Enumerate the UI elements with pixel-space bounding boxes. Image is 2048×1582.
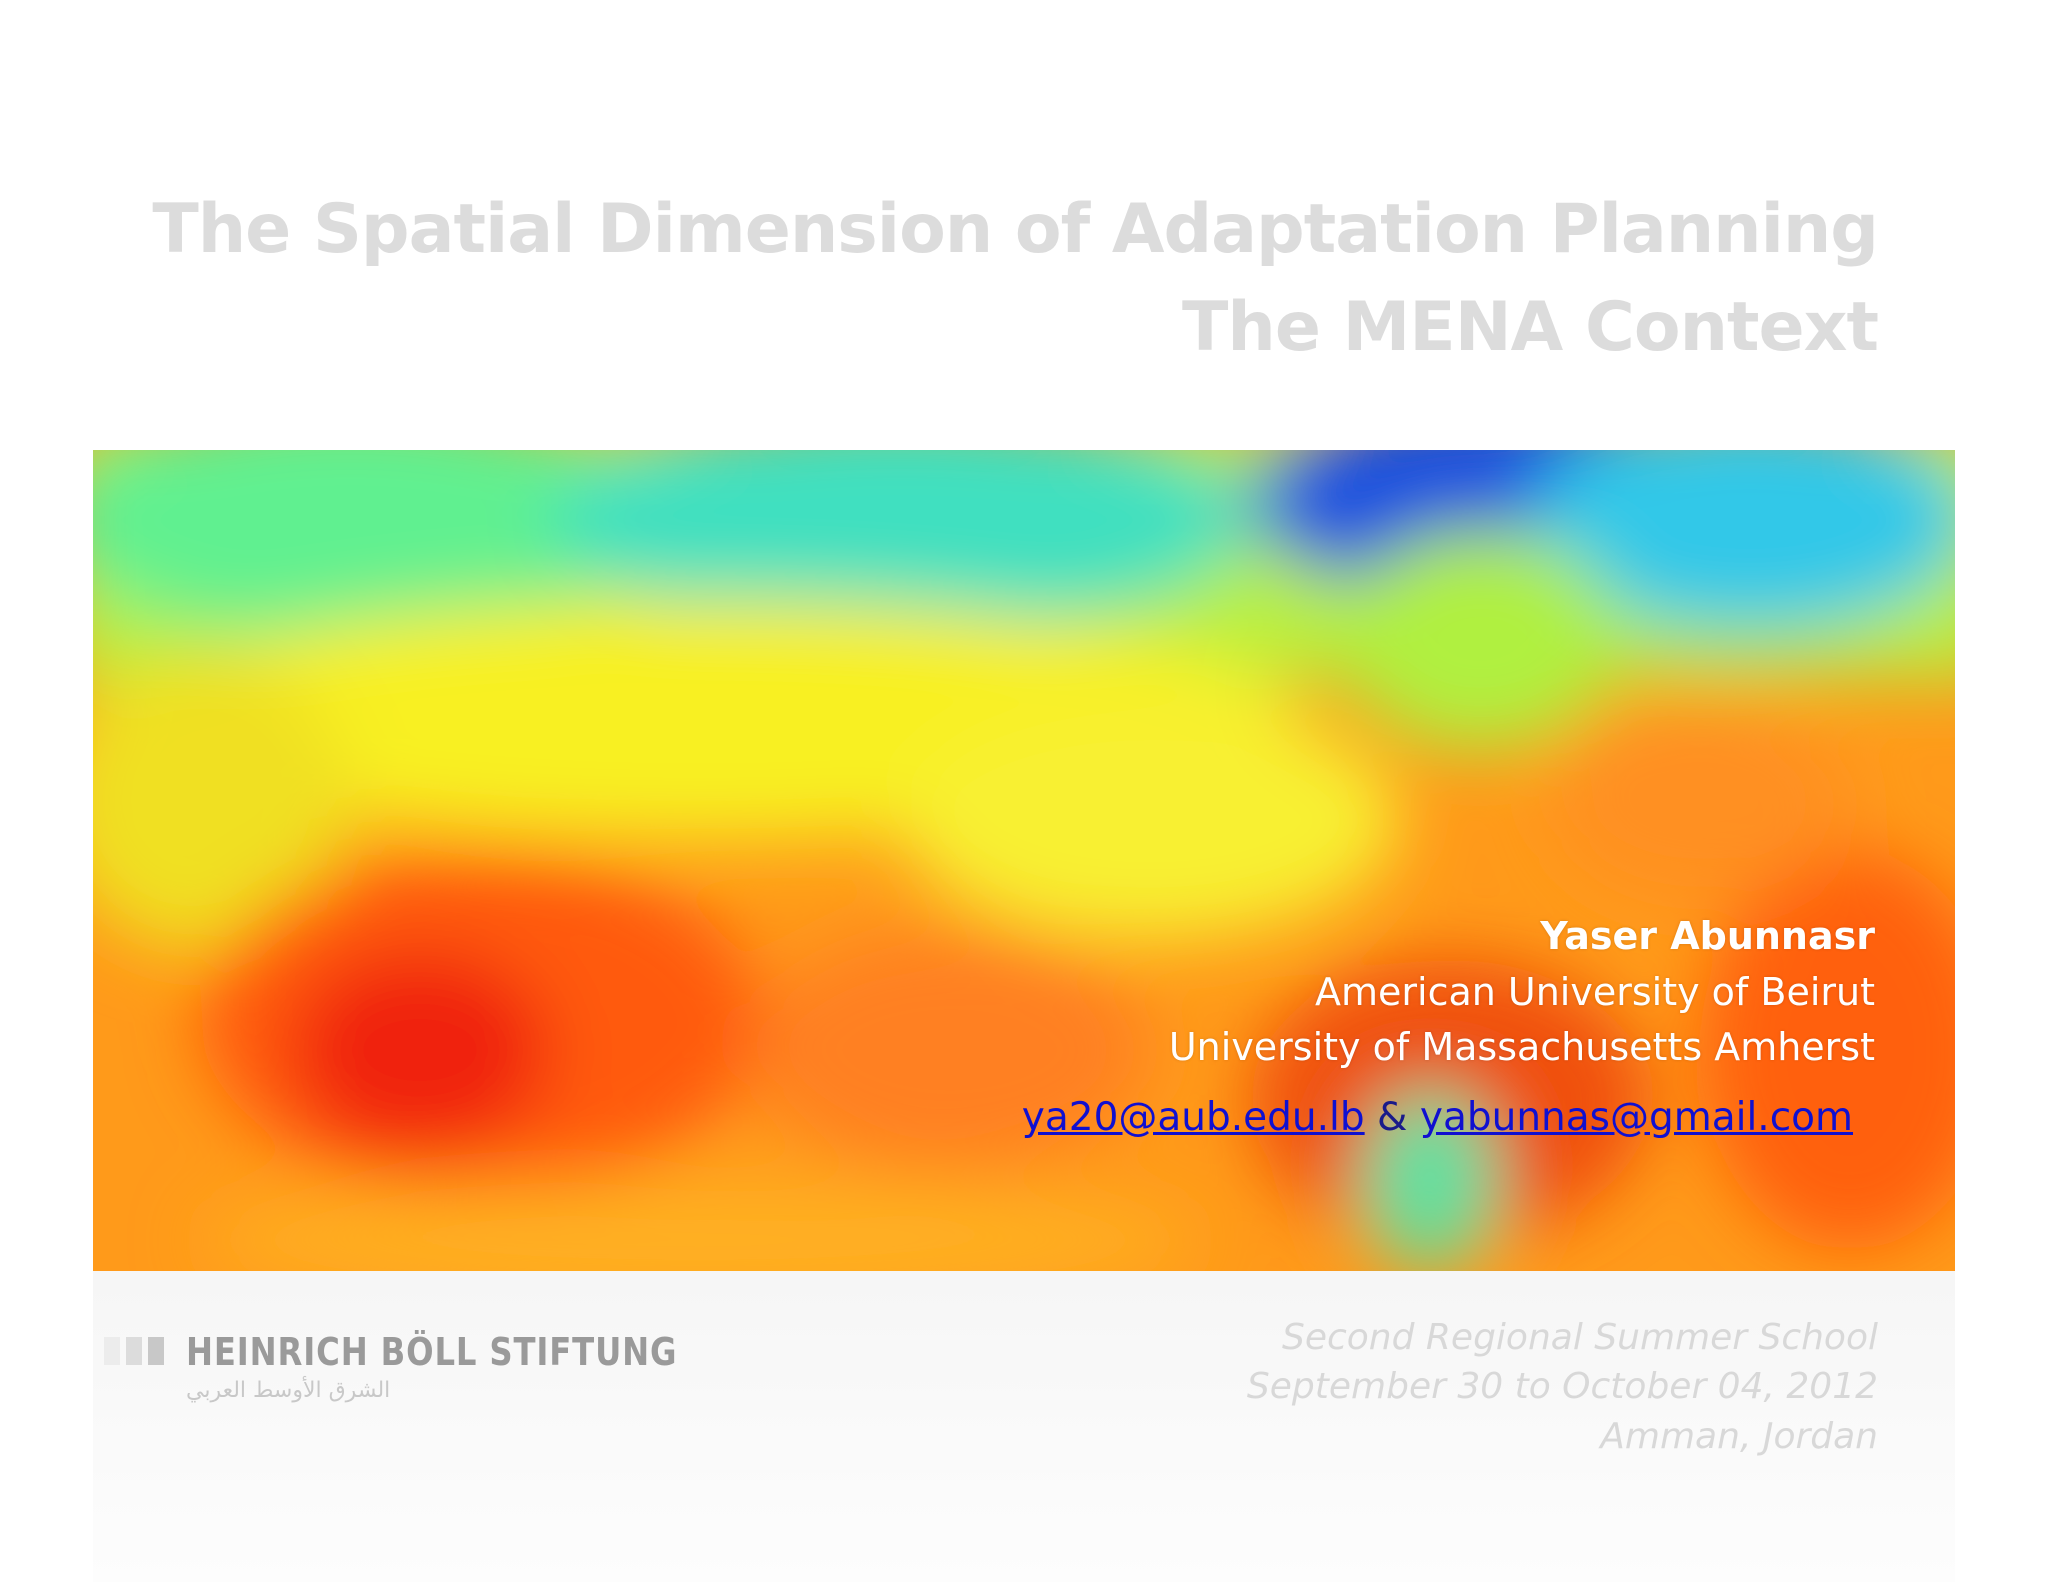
separator: & xyxy=(1377,1095,1408,1140)
title-line: The MENA Context xyxy=(1182,288,1879,367)
logo-mark xyxy=(104,1337,164,1365)
climate-map xyxy=(93,450,1955,1271)
email-link[interactable]: ya20@aub.edu.lb xyxy=(1021,1095,1365,1140)
logo-text: HEINRICH BÖLL STIFTUNG xyxy=(186,1330,678,1374)
event-line: September 30 to October 04, 2012 xyxy=(1246,1366,1878,1407)
logo-subtitle: الشرق الأوسط العربي xyxy=(186,1378,391,1403)
title-line: The Spatial Dimension of Adaptation Plan… xyxy=(152,190,1879,269)
affiliation: American University of Beirut xyxy=(1315,970,1875,1014)
event-line: Amman, Jordan xyxy=(1600,1416,1878,1457)
author-name: Yaser Abunnasr xyxy=(1540,914,1875,958)
email-line: ya20@aub.edu.lb & yabunnas@gmail.com xyxy=(1022,1095,1853,1140)
footer-band xyxy=(93,1271,1955,1582)
email-link[interactable]: yabunnas@gmail.com xyxy=(1419,1095,1853,1140)
event-line: Second Regional Summer School xyxy=(1281,1317,1878,1358)
affiliation: University of Massachusetts Amherst xyxy=(1168,1025,1875,1069)
